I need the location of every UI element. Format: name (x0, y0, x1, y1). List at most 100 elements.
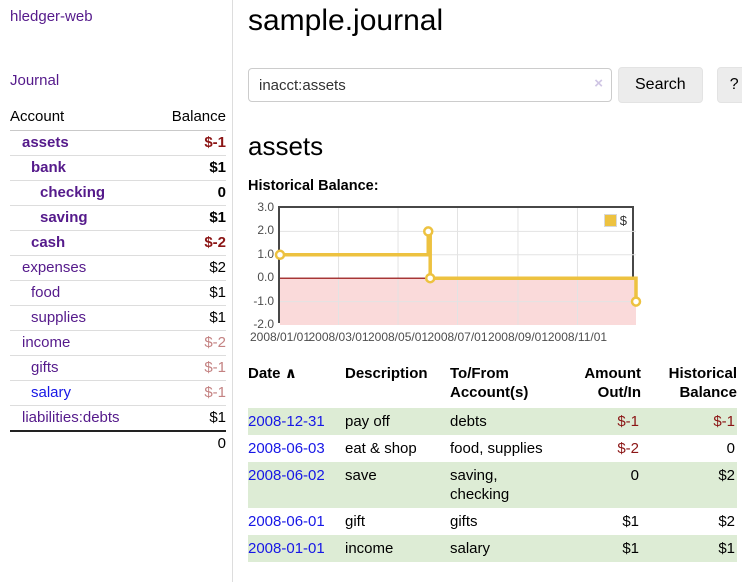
transaction-date-link[interactable]: 2008-06-03 (248, 440, 325, 457)
sort-ascending-icon: ∧ (284, 365, 297, 382)
y-axis-label: -1.0 (253, 293, 274, 308)
accounts-table: Account Balance assets $-1 bank $1 checking 0… (10, 105, 226, 455)
chart-canvas (274, 208, 642, 325)
table-row: 2008-06-01 gift gifts $1 $2 (248, 508, 737, 535)
x-axis-label: 2008/01/01 (249, 330, 311, 344)
amount-cell: 0 (630, 467, 639, 484)
account-heading: assets (248, 131, 324, 161)
chart-legend: $ (603, 213, 627, 228)
account-row: checking 0 (10, 180, 226, 206)
amount-cell: $1 (622, 513, 639, 530)
account-row: saving $1 (10, 205, 226, 231)
account-balance: 0 (154, 180, 226, 206)
data-point-marker (274, 249, 286, 261)
app-title-link[interactable]: hledger-web (10, 8, 93, 25)
account-balance: $-2 (154, 230, 226, 256)
sidebar: hledger-web Journal Account Balance asse… (0, 0, 233, 582)
column-header-balance: Balance (154, 105, 226, 131)
account-row: liabilities:debts $1 (10, 405, 226, 431)
account-link-salary[interactable]: salary (31, 384, 72, 401)
balance-chart: $ 3.0 2.0 1.0 0.0 -1.0 -2.0 2008/01/01 2008/03/… (248, 201, 648, 348)
transaction-date-link[interactable]: 2008-06-01 (248, 513, 325, 530)
account-link-checking[interactable]: checking (40, 184, 106, 201)
account-row: assets $-1 (10, 131, 226, 156)
accounts-cell: debts (450, 413, 487, 430)
amount-cell: $1 (622, 540, 639, 557)
account-link-income[interactable]: income (22, 334, 71, 351)
y-axis-label: 0.0 (257, 270, 274, 285)
account-row: bank $1 (10, 155, 226, 181)
account-link-cash[interactable]: cash (31, 234, 66, 251)
y-axis-label: 2.0 (257, 223, 274, 238)
account-balance: $2 (154, 255, 226, 281)
y-axis-label: -2.0 (253, 317, 274, 331)
balance-cell: $2 (718, 513, 735, 530)
account-link-expenses[interactable]: expenses (22, 259, 87, 276)
data-point-marker (424, 272, 436, 284)
register-table: Date ∧ Description To/From Account(s) Am… (248, 364, 737, 562)
register-header-description: Description (345, 365, 428, 382)
account-balance: $-1 (154, 380, 226, 406)
accounts-total-row: 0 (10, 430, 226, 455)
register-table-body: 2008-12-31 pay off debts $-1 $-1 2008-06-03 ea… (248, 408, 737, 562)
description-cell: save (345, 467, 377, 484)
table-row: 2008-12-31 pay off debts $-1 $-1 (248, 408, 737, 435)
transaction-date-link[interactable]: 2008-06-02 (248, 467, 325, 484)
register-header-amount: Amount Out/In (584, 365, 641, 401)
search-button[interactable]: Search (618, 67, 703, 103)
y-axis-label: 1.0 (257, 246, 274, 261)
description-cell: income (345, 540, 394, 557)
accounts-cell: salary (450, 540, 491, 557)
transaction-date-link[interactable]: 2008-12-31 (248, 413, 325, 430)
x-axis-label: 2008/09/01 (487, 330, 548, 344)
y-axis-label: 3.0 (257, 200, 274, 214)
table-row: 2008-06-03 eat & shop food, supplies $-2 0 (248, 435, 737, 462)
accounts-cell: gifts (450, 513, 478, 530)
register-header-date[interactable]: Date ∧ (248, 365, 297, 382)
table-row: 2008-01-01 income salary $1 $1 (248, 535, 737, 562)
legend-swatch-icon (603, 214, 617, 227)
accounts-cell: food, supplies (450, 440, 543, 457)
account-row: expenses $2 (10, 255, 226, 281)
balance-cell: $2 (718, 467, 735, 484)
amount-cell: $-1 (617, 413, 639, 430)
account-balance: $1 (154, 280, 226, 306)
account-balance: $1 (154, 205, 226, 231)
clear-search-icon[interactable]: × (594, 75, 603, 92)
accounts-cell: saving, checking (450, 467, 510, 503)
legend-label: $ (619, 213, 627, 228)
account-balance: $-2 (154, 330, 226, 356)
account-link-assets[interactable]: assets (22, 134, 69, 151)
x-axis-label: 2008/05/01 (367, 330, 429, 344)
account-link-bank[interactable]: bank (31, 159, 67, 176)
chart-plot-area: $ (274, 206, 642, 325)
main-content: sample.journal × Search ? assets Histori… (233, 0, 742, 582)
account-row: gifts $-1 (10, 355, 226, 381)
account-balance: $1 (154, 155, 226, 181)
page-title: sample.journal (248, 4, 444, 37)
account-link-supplies[interactable]: supplies (31, 309, 87, 326)
balance-cell: $1 (718, 540, 735, 557)
account-row: food $1 (10, 280, 226, 306)
amount-cell: $-2 (617, 440, 639, 457)
account-row: supplies $1 (10, 305, 226, 331)
description-cell: eat & shop (345, 440, 417, 457)
accounts-total-value: 0 (154, 430, 226, 455)
account-row: cash $-2 (10, 230, 226, 256)
description-cell: pay off (345, 413, 390, 430)
transaction-date-link[interactable]: 2008-01-01 (248, 540, 325, 557)
balance-cell: $-1 (713, 413, 735, 430)
account-link-saving[interactable]: saving (40, 209, 88, 226)
register-header-accounts: To/From Account(s) (450, 365, 529, 401)
account-link-liabilities-debts[interactable]: liabilities:debts (22, 409, 120, 426)
help-button[interactable]: ? (716, 67, 742, 103)
account-link-gifts[interactable]: gifts (31, 359, 59, 376)
description-cell: gift (345, 513, 366, 530)
search-input[interactable] (248, 68, 612, 102)
nav-journal-link[interactable]: Journal (10, 72, 60, 89)
x-axis-label: 2008/07/01 (427, 330, 488, 344)
x-axis-label: 2008/11/01 (547, 330, 608, 344)
account-link-food[interactable]: food (31, 284, 61, 301)
data-point-marker (423, 226, 434, 237)
